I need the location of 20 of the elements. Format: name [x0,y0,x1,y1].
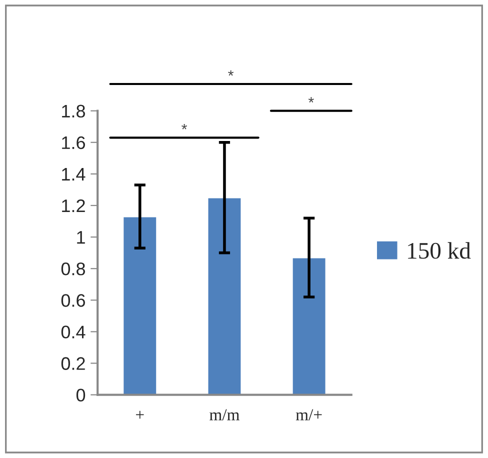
y-tick-label: 0 [76,388,86,402]
y-tick-label: 0.2 [61,357,85,370]
y-tick-label: 0.6 [61,294,86,307]
y-tick-label: 1.8 [62,104,86,118]
x-tick-label: m/m [210,409,240,420]
y-tick-label: 1.4 [62,168,86,180]
y-tick-label: 0.4 [61,326,86,338]
annotation: * [182,124,188,130]
text: * [228,70,234,76]
y-tick-label: 0.8 [61,262,86,276]
bar [206,196,242,395]
text: * [308,97,314,103]
bar [291,256,327,395]
bar [122,216,158,395]
legend-label: 150 kd [408,242,471,259]
x-tick-label: + [136,410,144,419]
y-tick-label: 1.6 [62,136,86,150]
x-tick-label: m/+ [296,409,322,420]
y-tick-label: 1 [77,231,85,244]
y-tick-label: 1.2 [62,199,85,212]
